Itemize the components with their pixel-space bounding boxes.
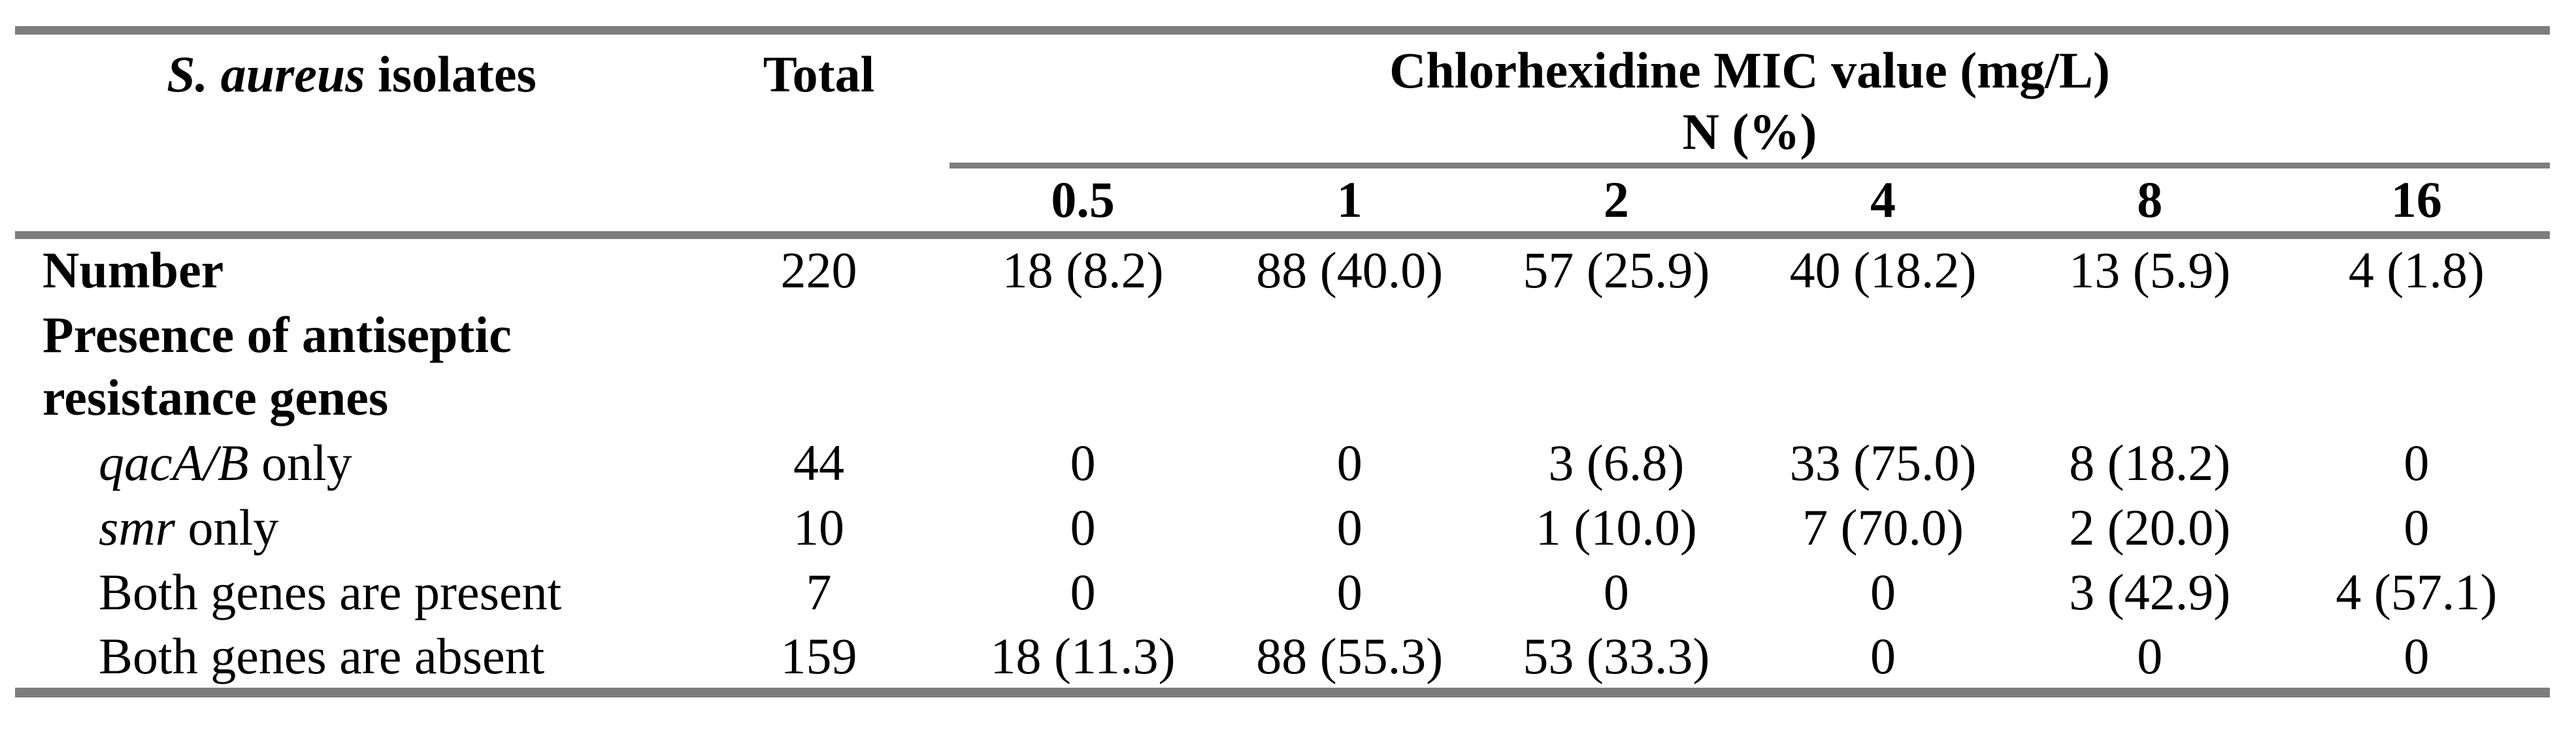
spacer-cell (15, 165, 688, 239)
cell-value: 0 (1070, 499, 1096, 556)
row-label-text: Presence of antiseptic resistance genes (42, 306, 512, 426)
table-row: Both genes are present 7 0 0 0 0 3 (42.9) 4 (57… (15, 560, 2550, 625)
mic-group-header: Chlorhexidine MIC value (mg/L) N (%) (949, 30, 2550, 168)
cell-value: 0 (1336, 499, 1362, 556)
mic-value-header: 4 (1749, 165, 2017, 239)
cell-value: 40 (18.2) (1789, 241, 1977, 298)
cell-value: 0 (1870, 627, 1896, 684)
mic-distribution-table: S. aureus isolates Total Chlorhexidine M… (15, 26, 2550, 697)
table-row: qacA/B only 44 0 0 3 (6.8) 33 (75.0) 8 (18.2) 0 (15, 431, 2550, 496)
table-row: Both genes are absent 159 18 (11.3) 88 (55.… (15, 625, 2550, 693)
cell-value: 53 (33.3) (1523, 627, 1710, 684)
cell-value: 13 (5.9) (2069, 241, 2231, 298)
row-label: Number (15, 235, 688, 302)
isolates-column-header: S. aureus isolates (15, 31, 688, 166)
cell-value: 88 (40.0) (1256, 241, 1444, 298)
cell-value (688, 302, 949, 431)
cell-value: 18 (11.3) (990, 627, 1176, 684)
isolates-header-rest: isolates (365, 46, 537, 103)
mic-group-title: Chlorhexidine MIC value (mg/L) (1389, 42, 2110, 99)
cell-value: 0 (1336, 434, 1362, 491)
cell-value: 57 (25.9) (1523, 241, 1710, 298)
cell-value: 220 (780, 241, 857, 298)
isolates-header-species: S. aureus (167, 46, 365, 103)
cell-value: 7 (70.0) (1802, 499, 1964, 556)
cell-value: 33 (75.0) (1789, 434, 1977, 491)
cell-value: 10 (793, 499, 844, 556)
row-label: Both genes are absent (15, 625, 688, 693)
header-row-main: S. aureus isolates Total Chlorhexidine M… (15, 30, 2550, 168)
row-label-text: only (248, 434, 352, 491)
row-label-gene-name: qacA/B (99, 434, 249, 491)
spacer-cell (688, 165, 949, 239)
cell-value: 0 (1870, 564, 1896, 620)
table-body: Number 220 18 (8.2) 88 (40.0) 57 (25.9) 40 (1… (15, 235, 2550, 693)
total-column-header: Total (763, 46, 875, 103)
mic-value-header: 1 (1216, 165, 1483, 239)
mic-value-header: 2 (1483, 165, 1750, 239)
cell-value: 2 (20.0) (2069, 499, 2231, 556)
cell-value: 0 (2137, 627, 2163, 684)
cell-value (949, 302, 1216, 431)
table-row: Number 220 18 (8.2) 88 (40.0) 57 (25.9) 40 (1… (15, 235, 2550, 302)
row-label-text: Both genes are present (99, 564, 562, 620)
mic-values-header-row: 0.5 1 2 4 8 16 (15, 165, 2550, 239)
cell-value: 88 (55.3) (1256, 627, 1444, 684)
cell-value (2283, 302, 2550, 431)
table-row: smr only 10 0 0 1 (10.0) 7 (70.0) 2 (20.0) 0 (15, 496, 2550, 560)
cell-value: 0 (2403, 434, 2430, 491)
table-header: S. aureus isolates Total Chlorhexidine M… (15, 30, 2550, 239)
cell-value: 18 (8.2) (1002, 241, 1164, 298)
row-label-text: only (175, 499, 279, 556)
cell-value (1483, 302, 1749, 431)
cell-value: 159 (780, 627, 857, 684)
row-label-gene-name: smr (99, 499, 176, 556)
cell-value: 44 (793, 434, 844, 491)
cell-value (2017, 302, 2283, 431)
cell-value: 3 (6.8) (1548, 434, 1685, 491)
cell-value (1749, 302, 2016, 431)
cell-value: 0 (2403, 627, 2430, 684)
mic-value-header: 0.5 (949, 165, 1217, 239)
mic-value-header: 8 (2016, 165, 2283, 239)
table-row: Presence of antiseptic resistance genes (15, 302, 2550, 431)
row-label: smr only (15, 496, 688, 560)
cell-value: 0 (1070, 434, 1096, 491)
cell-value: 8 (18.2) (2069, 434, 2231, 491)
row-label: Both genes are present (15, 560, 688, 625)
row-label: qacA/B only (15, 431, 688, 496)
cell-value: 1 (10.0) (1535, 499, 1697, 556)
row-label-text: Both genes are absent (99, 627, 545, 684)
cell-value: 4 (57.1) (2336, 564, 2498, 620)
row-label: Presence of antiseptic resistance genes (15, 302, 688, 431)
cell-value (1216, 302, 1483, 431)
cell-value: 4 (1.8) (2348, 241, 2485, 298)
cell-value: 0 (2403, 499, 2430, 556)
cell-value: 0 (1603, 564, 1629, 620)
mic-value-header: 16 (2283, 165, 2550, 239)
cell-value: 0 (1070, 564, 1096, 620)
cell-value: 0 (1336, 564, 1362, 620)
cell-value: 7 (806, 564, 832, 620)
mic-group-subtitle: N (%) (1682, 103, 1817, 160)
cell-value: 3 (42.9) (2069, 564, 2231, 620)
row-label-text: Number (42, 241, 224, 298)
